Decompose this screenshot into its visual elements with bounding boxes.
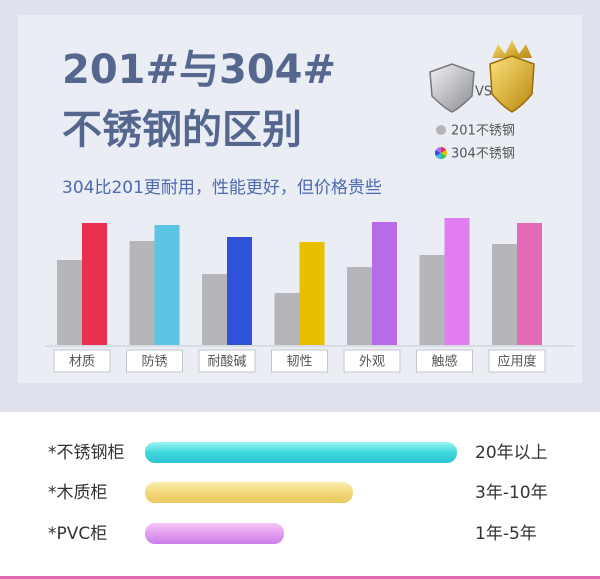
- category-box: [343, 349, 401, 373]
- legend-label: 201不锈钢: [451, 124, 515, 139]
- x-tick-label: 韧性: [286, 355, 312, 370]
- row-name: *不锈钢柜: [48, 443, 125, 463]
- title-line: 201#与304#: [62, 47, 336, 93]
- lifespan-bar: [145, 442, 457, 463]
- bar: [517, 223, 542, 345]
- row-label: 1年-5年: [475, 524, 537, 544]
- bar: [154, 225, 180, 345]
- legend-swatch: [434, 147, 448, 159]
- bar: [419, 255, 445, 345]
- lifespan-bar: [145, 523, 284, 544]
- x-tick-label: 防锈: [141, 354, 167, 370]
- row-name: *PVC柜: [48, 524, 107, 544]
- vs-label: VS: [475, 85, 492, 100]
- bar: [227, 237, 252, 345]
- bottom-line: [0, 576, 600, 579]
- comparison: *不锈钢柜 20年以上 *木质柜 3年-10年 *PVC柜 1年-5年: [48, 442, 548, 544]
- title-line: 不锈钢的区别: [62, 107, 302, 153]
- x-tick-label: 材质: [69, 355, 95, 370]
- x-tick-label: 耐酸碱: [207, 355, 246, 370]
- bar: [57, 260, 82, 345]
- subtitle: 304比201更耐用，性能更好，但价格贵些: [62, 178, 382, 198]
- row-label: 3年-10年: [475, 483, 548, 503]
- category-box: [416, 349, 473, 373]
- x-tick-label: 外观: [359, 355, 385, 370]
- category-box: [126, 349, 183, 373]
- gold-shield: [489, 40, 535, 113]
- bar: [129, 241, 155, 345]
- category-box: [488, 349, 546, 373]
- category-box: [198, 349, 256, 373]
- category-box: [53, 349, 111, 373]
- bar: [274, 293, 300, 345]
- x-tick-label: 触感: [431, 354, 457, 370]
- bar: [347, 267, 372, 345]
- x-tick-label: 应用度: [497, 354, 536, 370]
- bar: [82, 223, 107, 345]
- bar: [202, 274, 227, 345]
- bar: [372, 222, 397, 345]
- row-label: 20年以上: [475, 443, 548, 463]
- bar: [492, 244, 517, 345]
- row-name: *木质柜: [48, 483, 108, 503]
- silver-shield: [429, 63, 475, 113]
- legend-label: 304不锈钢: [451, 147, 515, 162]
- legend-swatch: [436, 125, 446, 135]
- lifespan-bar: [145, 482, 353, 503]
- bar: [299, 242, 325, 345]
- bar: [444, 218, 470, 345]
- category-box: [271, 349, 328, 373]
